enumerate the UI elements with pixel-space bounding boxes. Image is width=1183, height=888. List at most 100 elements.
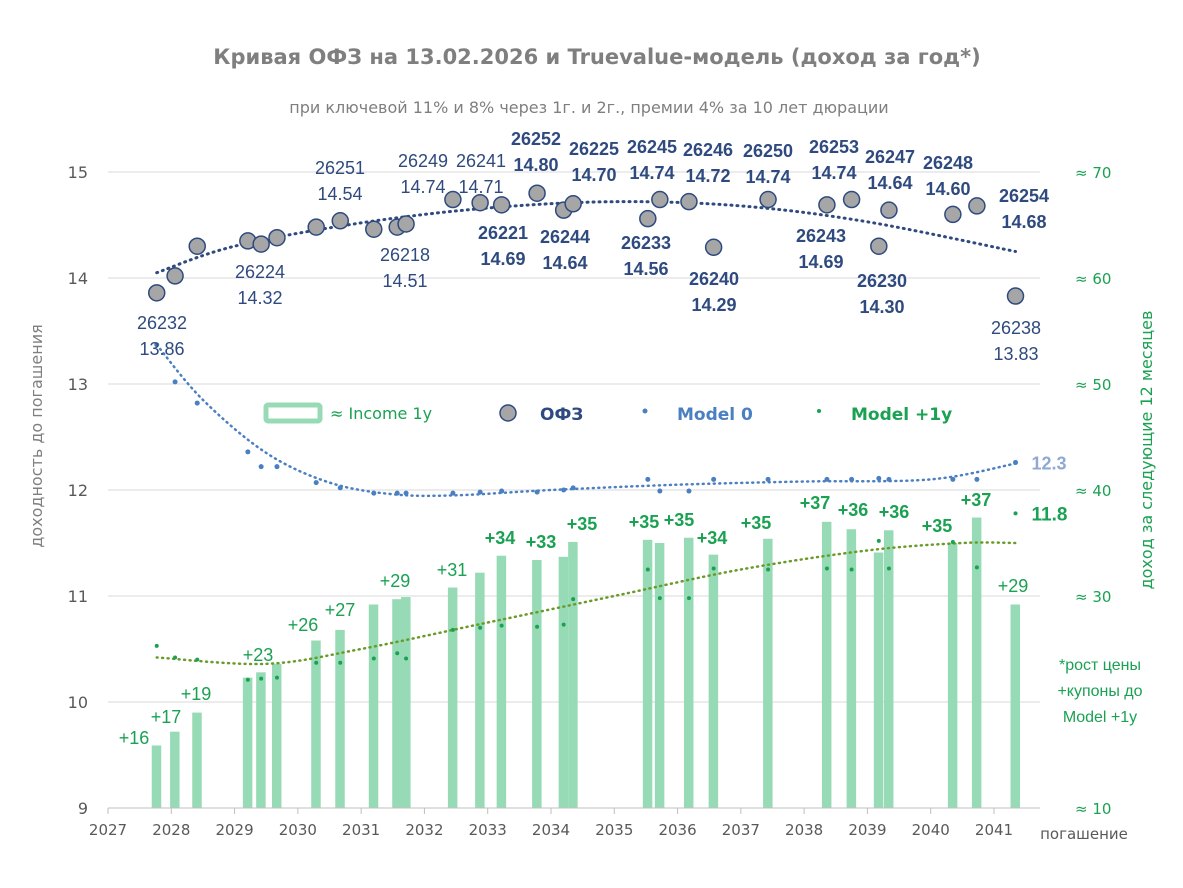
ofz-code-label: 26245: [627, 137, 677, 157]
income-bar-label: +23: [243, 645, 274, 665]
model1-end-label: 11.8: [1032, 504, 1068, 525]
model0-point: [849, 476, 855, 482]
ofz-yield-label: 14.56: [623, 259, 668, 279]
ofz-yield-label: 14.74: [745, 167, 790, 187]
income-bar-label: +35: [629, 512, 660, 532]
income-bar-label: +35: [567, 514, 598, 534]
legend: ≈ Income 1y ОФЗ Model 0 Model +1y: [263, 402, 952, 425]
x-tick-label: 2029: [215, 821, 253, 839]
x-tick-label: 2040: [912, 821, 950, 839]
ofz-yield-label: 14.30: [859, 297, 904, 317]
model1-point: [173, 655, 178, 660]
income-bar-label: +35: [664, 510, 695, 530]
y2-tick-label: ≈ 30: [1075, 588, 1111, 606]
model0-point: [876, 475, 882, 481]
model1-point: [154, 643, 159, 648]
income-bar: [821, 521, 832, 808]
x-tick-label: 2034: [532, 821, 570, 839]
ofz-yield-label: 14.54: [317, 184, 362, 204]
income-bar-label: +33: [526, 532, 557, 552]
model1-point: [876, 538, 881, 543]
model0-point: [172, 379, 178, 385]
income-bar: [654, 543, 665, 808]
ofz-yield-label: 14.69: [798, 252, 843, 272]
x-tick-label: 2035: [595, 821, 633, 839]
income-bar: [873, 552, 884, 808]
model1-point: [395, 651, 400, 656]
model0-point: [450, 490, 456, 496]
x-tick-label: 2027: [89, 821, 127, 839]
ofz-code-label: 26244: [540, 227, 590, 247]
ofz-point: [870, 237, 888, 255]
model0-point: [645, 476, 651, 482]
y2-tick-label: ≈ 60: [1075, 270, 1111, 288]
ofz-point: [147, 284, 166, 302]
ofz-code-label: 26248: [923, 153, 973, 173]
model0-point: [1013, 459, 1019, 465]
model0-point: [371, 490, 377, 496]
legend-ofz-label: ОФЗ: [540, 405, 583, 425]
income-bar: [971, 517, 982, 808]
model0-points: [154, 342, 1019, 496]
ofz-code-label: 26241: [456, 151, 506, 171]
ofz-yield-label: 14.51: [382, 271, 427, 291]
income-bar-label: +17: [151, 707, 182, 727]
ofz-code-label: 26232: [137, 313, 187, 333]
ofz-yield-label: 14.64: [542, 253, 587, 273]
model0-point: [974, 476, 980, 482]
model0-point: [686, 488, 692, 494]
model0-point: [886, 476, 892, 482]
model0-point: [313, 480, 319, 486]
ofz-point: [528, 184, 546, 202]
model1-point: [371, 656, 376, 661]
income-bar: [568, 541, 578, 808]
model1-point: [450, 627, 455, 632]
income-bar: [447, 587, 458, 808]
income-bar: [242, 677, 253, 808]
ofz-yield-label: 14.68: [1001, 212, 1046, 232]
ofz-point: [268, 228, 286, 247]
x-tick-label: 2039: [848, 821, 886, 839]
ofz-point: [564, 195, 582, 213]
model1-point: [1013, 511, 1018, 516]
legend-income-swatch: [263, 402, 323, 424]
model1-points: [154, 511, 1018, 682]
model1-point: [974, 565, 979, 570]
ofz-code-label: 26240: [689, 269, 739, 289]
income-bar: [192, 712, 202, 808]
model1-point: [561, 622, 566, 627]
legend-model1-label: Model +1y: [851, 405, 952, 425]
y2-tick-label: ≈ 50: [1075, 376, 1111, 394]
income-bar: [401, 597, 411, 808]
legend-model1-marker: [817, 409, 821, 413]
income-bar: [335, 629, 345, 808]
ofz-yield-label: 13.83: [993, 344, 1038, 364]
ofz-yield-label: 14.80: [513, 155, 558, 175]
ofz-code-label: 26233: [621, 233, 671, 253]
ofz-code-label: 26224: [235, 262, 285, 282]
model0-point: [154, 342, 160, 348]
footnote-line-2: +купоны до: [1057, 683, 1142, 700]
model1-point: [849, 567, 854, 572]
model0-point: [245, 449, 251, 455]
model1-point: [950, 539, 955, 544]
income-bar: [392, 599, 402, 808]
ofz-point: [307, 218, 325, 236]
x-tick-label: 2038: [785, 821, 823, 839]
ofz-yield-label: 14.72: [685, 166, 730, 186]
ofz-code-label: 26252: [511, 129, 561, 149]
x-tick-label: 2030: [279, 821, 317, 839]
income-bar: [763, 538, 773, 808]
ofz-code-label: 26247: [865, 147, 915, 167]
model1-point: [404, 656, 409, 661]
income-bar: [151, 745, 162, 808]
ofz-point: [471, 193, 489, 212]
ofz-point: [492, 196, 511, 214]
ofz-code-label: 26249: [398, 151, 448, 171]
axes: 9 10 11 12 13 14 15 ≈ 10 ≈ 30 ≈ 40 ≈ 50 ≈ 60 ≈ 70 202…: [68, 163, 1112, 839]
ofz-yield-label: 14.74: [629, 163, 674, 183]
ofz-yield-label: 14.32: [237, 288, 282, 308]
y-tick-label: 15: [68, 163, 88, 182]
income-bar-label: +37: [800, 493, 831, 513]
legend-income-label: ≈ Income 1y: [330, 404, 432, 423]
